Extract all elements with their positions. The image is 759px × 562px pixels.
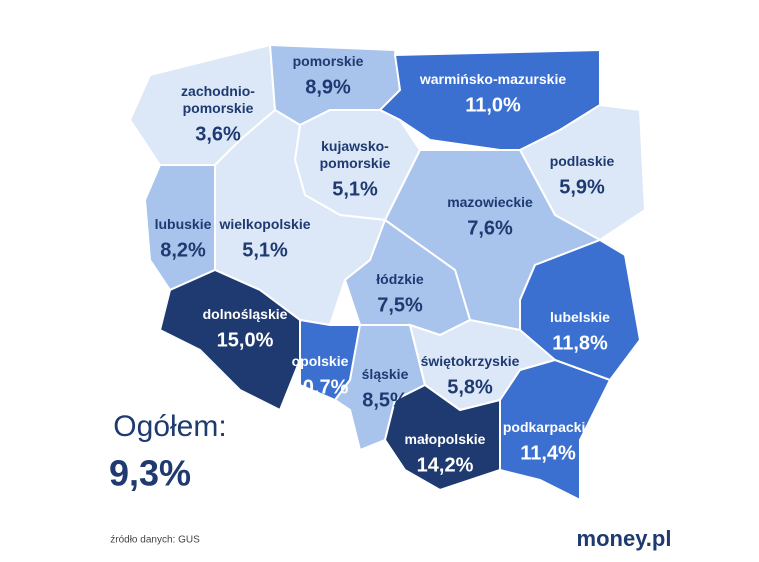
region-name: małopolskie bbox=[405, 431, 486, 447]
region-name-line: kujawsko- bbox=[321, 138, 389, 154]
region-name: wielkopolskie bbox=[218, 216, 310, 232]
region-name-line: mazowieckie bbox=[447, 194, 533, 210]
region-name-line: lubelskie bbox=[550, 309, 610, 325]
region-name-line: łódzkie bbox=[376, 271, 424, 287]
region-name-line: pomorskie bbox=[293, 53, 364, 69]
region-value: 15,0% bbox=[217, 329, 274, 351]
region-name: łódzkie bbox=[376, 271, 424, 287]
region bbox=[158, 268, 301, 412]
region-name: lubuskie bbox=[155, 216, 212, 232]
region-name-line: warmińsko-mazurskie bbox=[419, 71, 566, 87]
region-name-line: małopolskie bbox=[405, 431, 486, 447]
region-name: śląskie bbox=[362, 366, 409, 382]
region-value: 11,8% bbox=[552, 332, 608, 354]
region-value: 5,9% bbox=[559, 176, 605, 198]
region-name: świętokrzyskie bbox=[421, 353, 520, 369]
region-value: 8,9% bbox=[305, 76, 351, 98]
region-value: 10,7% bbox=[292, 376, 349, 398]
region bbox=[499, 358, 612, 502]
region-value: 11,4% bbox=[520, 442, 576, 464]
region-value: 8,2% bbox=[160, 239, 206, 261]
region-name: zachodnio-pomorskie bbox=[181, 83, 255, 116]
region-value: 7,6% bbox=[467, 217, 513, 239]
region-value: 5,1% bbox=[242, 239, 288, 261]
region-name: podkarpackie bbox=[503, 419, 593, 435]
labels: zachodnio-pomorskie 3,6% pomorskie 8,9% warm… bbox=[155, 53, 615, 477]
logo: money.pl bbox=[577, 526, 672, 551]
region-value: 5,8% bbox=[447, 376, 493, 398]
region-name-line: śląskie bbox=[362, 366, 409, 382]
region-name: dolnośląskie bbox=[203, 306, 288, 322]
total-value: 9,3% bbox=[109, 453, 191, 494]
total-label: Ogółem: bbox=[113, 410, 226, 443]
region-value: 5,1% bbox=[332, 178, 378, 200]
region-name-line: podlaskie bbox=[550, 153, 615, 169]
region-name-line: pomorskie bbox=[320, 155, 391, 171]
region-name-line: opolskie bbox=[292, 353, 349, 369]
region-name-line: wielkopolskie bbox=[218, 216, 310, 232]
region-value: 14,2% bbox=[417, 454, 474, 476]
region-name-line: pomorskie bbox=[183, 100, 254, 116]
region-name-line: zachodnio- bbox=[181, 83, 255, 99]
region-value: 8,5% bbox=[362, 389, 408, 411]
region-name-line: lubuskie bbox=[155, 216, 212, 232]
region-name: podlaskie bbox=[550, 153, 615, 169]
region-name: kujawsko-pomorskie bbox=[320, 138, 391, 171]
region-name: pomorskie bbox=[293, 53, 364, 69]
region-name: mazowieckie bbox=[447, 194, 533, 210]
region-name: warmińsko-mazurskie bbox=[419, 71, 566, 87]
regions bbox=[128, 43, 647, 502]
region-value: 7,5% bbox=[377, 294, 423, 316]
region-name-line: świętokrzyskie bbox=[421, 353, 520, 369]
region-name: opolskie bbox=[292, 353, 349, 369]
source: źródło danych: GUS bbox=[110, 535, 200, 546]
region-name: lubelskie bbox=[550, 309, 610, 325]
region-value: 3,6% bbox=[195, 123, 241, 145]
region-name-line: dolnośląskie bbox=[203, 306, 288, 322]
region-value: 11,0% bbox=[465, 94, 521, 116]
region-name-line: podkarpackie bbox=[503, 419, 593, 435]
